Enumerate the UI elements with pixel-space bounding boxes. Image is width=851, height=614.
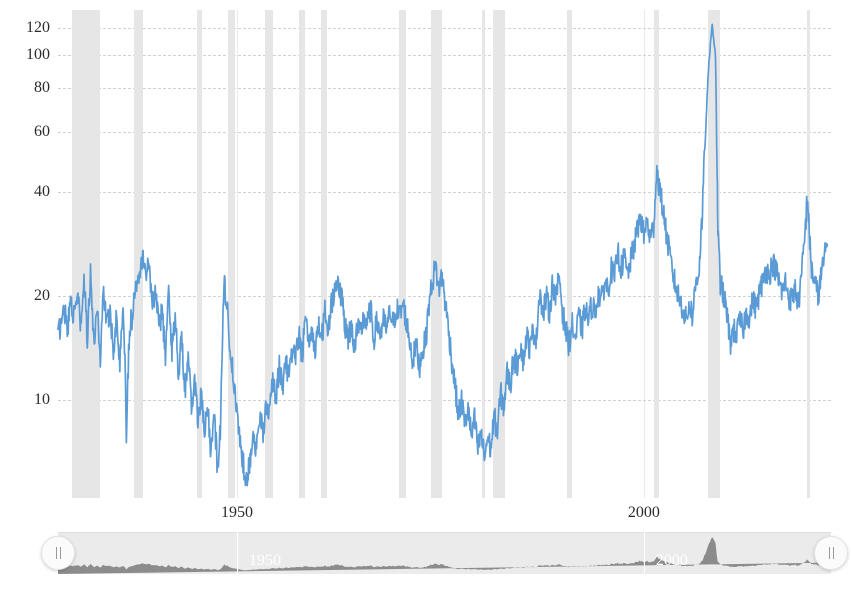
recession-band (653, 10, 660, 498)
series-line-volatility-index[interactable] (57, 10, 831, 498)
navigator[interactable]: 1950 2000 (41, 532, 848, 574)
recession-band (566, 10, 573, 498)
navigator-left-handle[interactable] (41, 536, 75, 570)
grip-line-icon (832, 547, 834, 559)
recession-band (228, 10, 236, 498)
y-gridline (58, 400, 831, 401)
y-gridline (58, 54, 831, 56)
y-gridline (58, 131, 831, 133)
y-tick-label: 20 (34, 287, 50, 305)
y-tick-label: 10 (34, 391, 50, 408)
grip-line-icon (55, 547, 57, 559)
recession-band (493, 10, 505, 498)
navigator-tick-label: 1950 (249, 552, 281, 569)
x-tick-label: 1950 (221, 504, 253, 521)
y-gridline (58, 88, 831, 90)
navigator-tick-label: 2000 (655, 552, 688, 569)
navigator-series (58, 537, 828, 574)
recession-band (298, 10, 305, 498)
grip-line-icon (828, 547, 830, 559)
y-tick-label: 60 (34, 122, 50, 140)
y-gridline (58, 192, 831, 194)
recession-band (481, 10, 486, 498)
navigator-area-path (58, 537, 828, 574)
y-axis: 10 20 40 60 80 100 120 (0, 10, 50, 498)
recession-band (197, 10, 202, 498)
main-plot-wrapper: 10 20 40 60 80 100 120 1950 2000 (0, 10, 831, 521)
recession-band (807, 10, 810, 498)
x-gridline (237, 10, 238, 498)
navigator-gridline (643, 532, 645, 574)
y-tick-label: 80 (34, 79, 50, 97)
recession-band (71, 10, 101, 498)
y-tick-label: 120 (26, 18, 50, 36)
x-gridline (643, 10, 645, 498)
recession-band (431, 10, 443, 498)
navigator-gridline (237, 532, 238, 574)
recession-band (265, 10, 273, 498)
recession-band (398, 10, 407, 498)
y-tick-label: 40 (34, 183, 50, 201)
recession-band (134, 10, 144, 498)
y-tick-label: 100 (26, 45, 50, 63)
navigator-right-handle[interactable] (814, 536, 848, 570)
x-tick-label: 2000 (627, 504, 660, 521)
y-gridline (58, 27, 831, 29)
recession-band (320, 10, 328, 498)
x-axis: 1950 2000 (58, 504, 831, 528)
plot-area[interactable] (57, 10, 831, 498)
grip-line-icon (59, 547, 61, 559)
series-path (57, 23, 829, 487)
